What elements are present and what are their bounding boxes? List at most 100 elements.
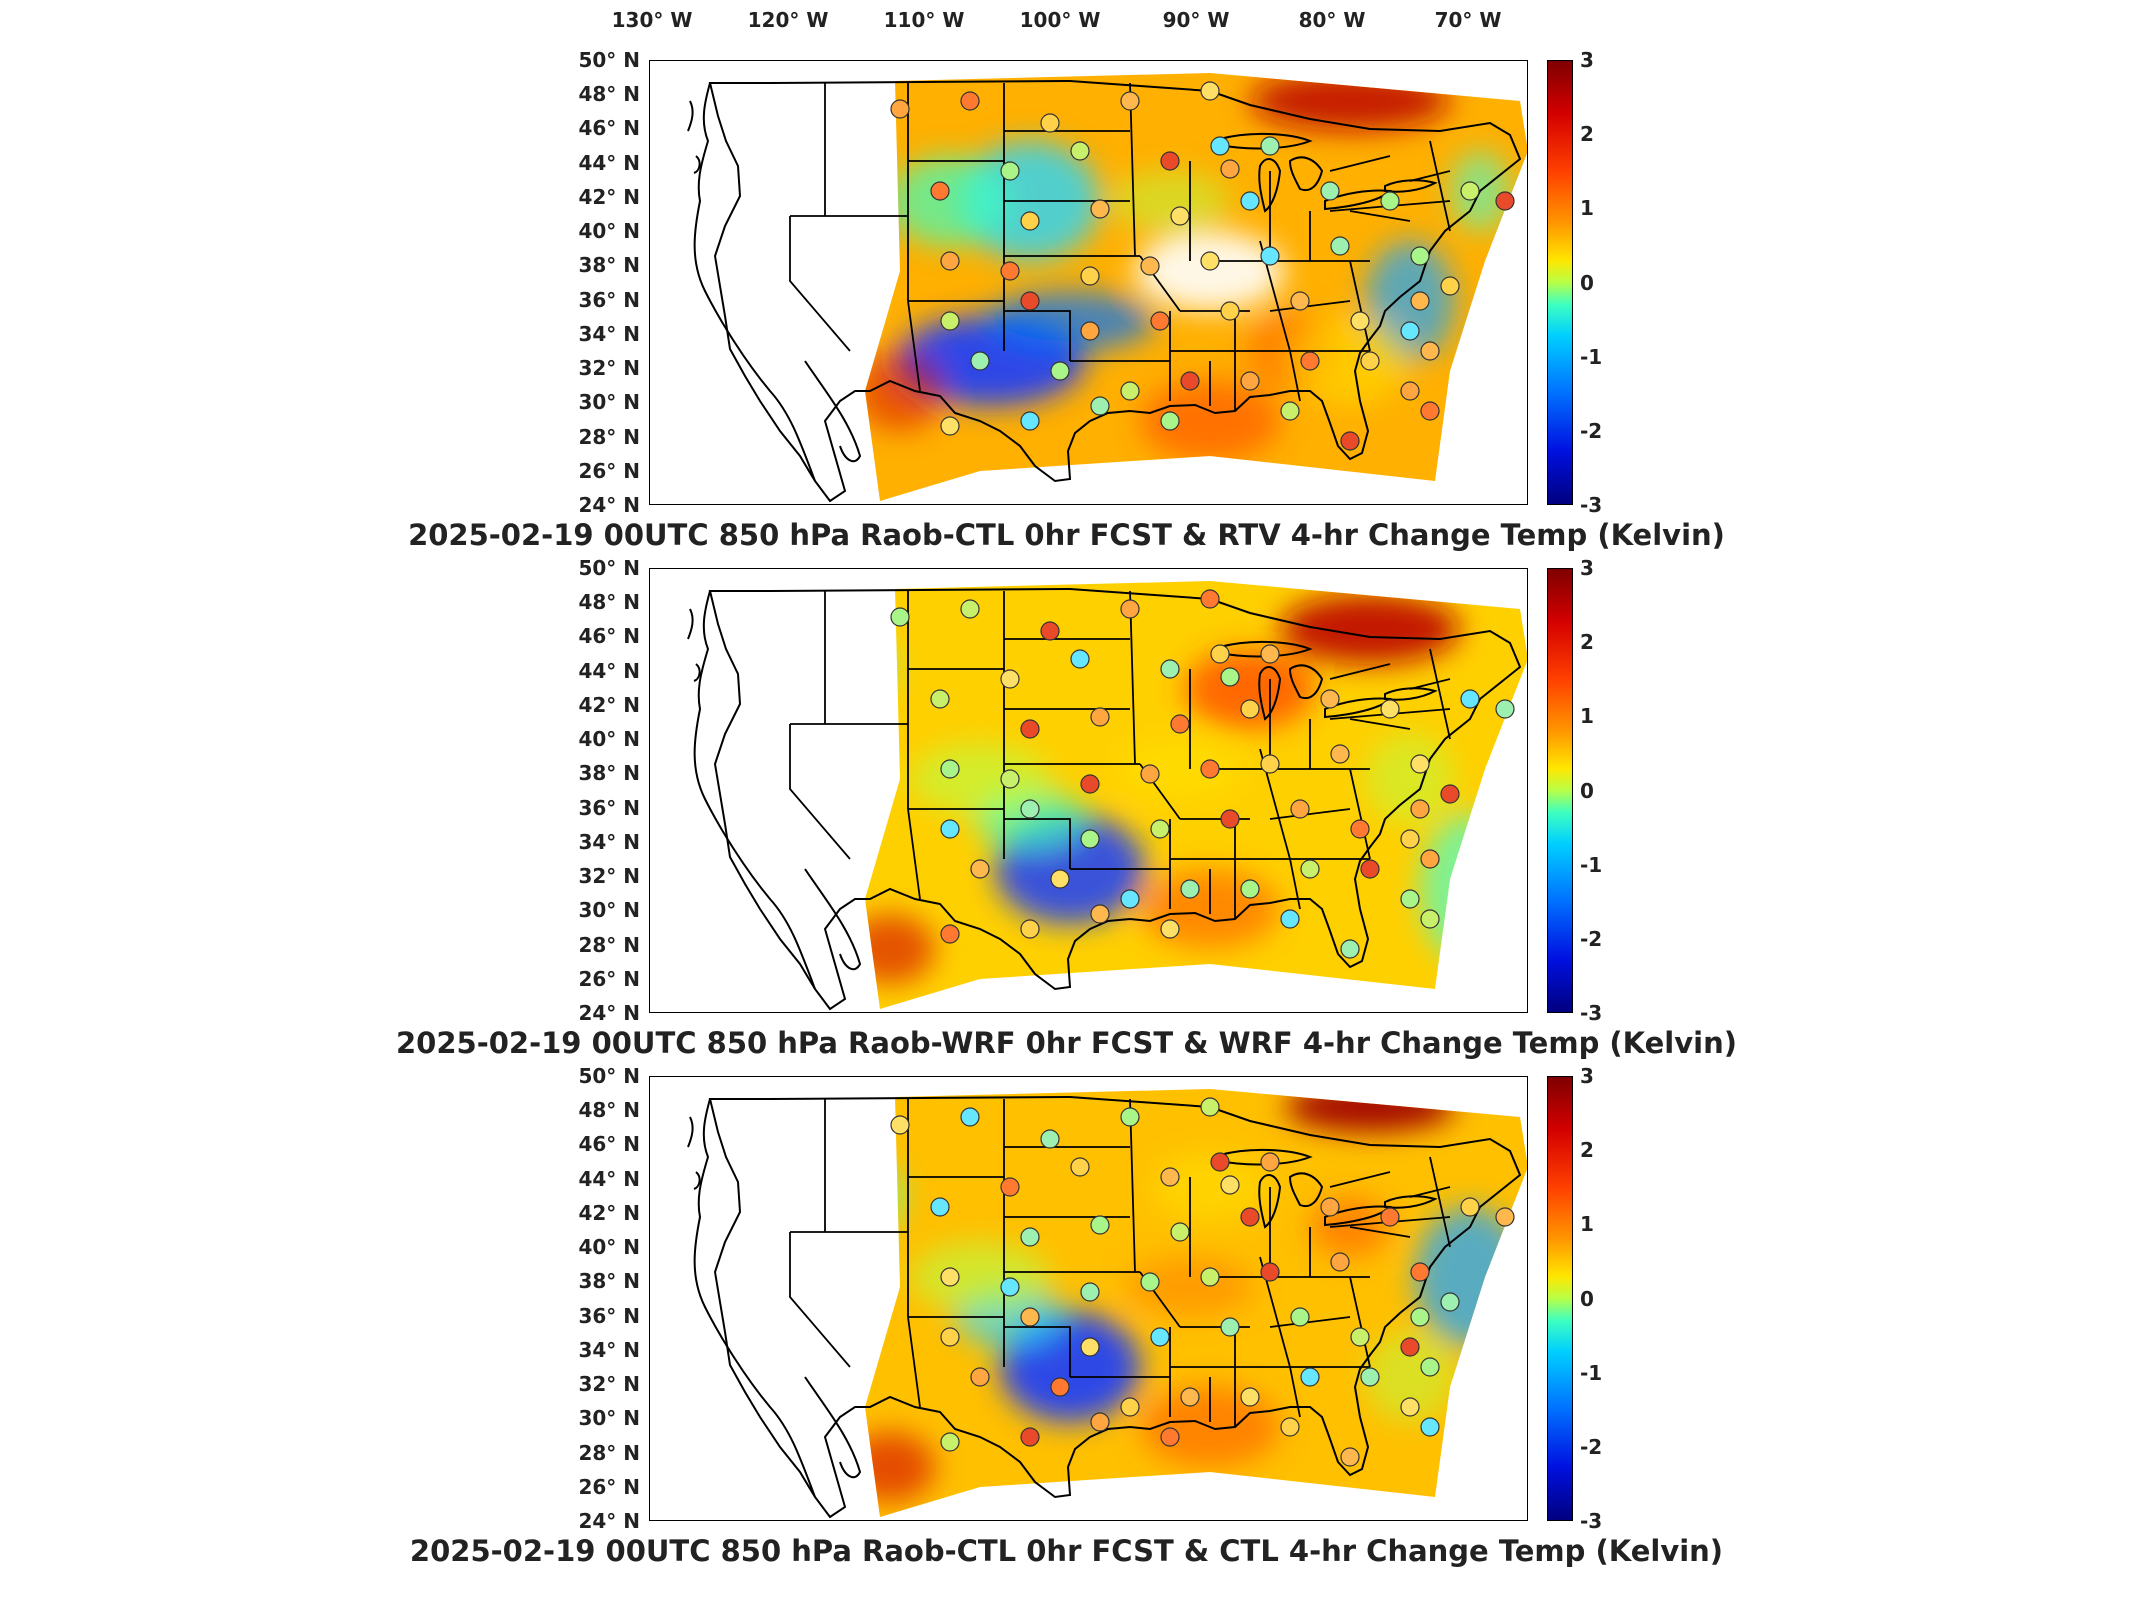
raob-station-marker xyxy=(1280,401,1300,421)
raob-station-marker xyxy=(1180,879,1200,899)
field-region xyxy=(910,1242,1050,1312)
colorbar-tick-label: 1 xyxy=(1580,196,1594,221)
state-border xyxy=(1129,590,1136,765)
latitude-label: 38° N xyxy=(578,761,640,786)
state-border xyxy=(907,808,921,900)
raob-station-marker xyxy=(1150,311,1170,331)
raob-station-marker xyxy=(1260,1152,1280,1172)
country-outline xyxy=(708,79,1522,503)
raob-station-marker xyxy=(1300,1367,1320,1387)
raob-station-marker xyxy=(1070,1157,1090,1177)
longitude-label: 70° W xyxy=(1434,8,1502,32)
latitude-label: 24° N xyxy=(578,1001,640,1025)
country-outline xyxy=(708,587,1522,1011)
raob-station-marker xyxy=(1180,1387,1200,1407)
latitude-label: 44° N xyxy=(578,150,640,175)
raob-station-marker xyxy=(1350,311,1370,331)
colorbar-tick-label: 0 xyxy=(1580,1286,1594,1311)
raob-station-marker xyxy=(1000,261,1020,281)
raob-station-marker xyxy=(940,1267,960,1287)
longitude-label: 90° W xyxy=(1162,8,1230,32)
raob-station-marker xyxy=(1160,919,1180,939)
map-canvas xyxy=(687,581,1527,1011)
raob-station-marker xyxy=(1280,1417,1300,1437)
coastline xyxy=(693,1098,816,1498)
raob-station-marker xyxy=(1220,667,1240,687)
raob-station-marker xyxy=(1200,1267,1220,1287)
raob-station-marker xyxy=(960,599,980,619)
raob-station-marker xyxy=(1460,1197,1480,1217)
raob-station-marker xyxy=(1240,371,1260,391)
field-region xyxy=(1420,814,1520,964)
colorbar-tick-label: 1 xyxy=(1580,704,1594,729)
raob-station-marker xyxy=(940,311,960,331)
raob-station-marker xyxy=(970,351,990,371)
state-border xyxy=(1349,210,1411,222)
state-border xyxy=(1269,1316,1351,1328)
raob-station-marker xyxy=(940,1432,960,1452)
raob-station-marker xyxy=(1000,769,1020,789)
latitude-label: 24° N xyxy=(578,493,640,517)
latitude-label: 28° N xyxy=(578,424,640,449)
colorbar xyxy=(1547,1076,1573,1521)
latitude-label: 40° N xyxy=(578,1235,640,1260)
raob-station-marker xyxy=(930,689,950,709)
state-border xyxy=(1429,648,1451,740)
latitude-label: 32° N xyxy=(578,356,640,381)
raob-station-marker xyxy=(1220,809,1240,829)
state-border xyxy=(1429,140,1451,232)
field-region xyxy=(1135,231,1285,311)
colorbar-tick-label: -1 xyxy=(1580,1360,1603,1385)
raob-station-marker xyxy=(1410,1262,1430,1282)
latitude-label: 42° N xyxy=(578,692,640,717)
raob-station-marker xyxy=(1495,191,1515,211)
raob-station-marker xyxy=(1340,431,1360,451)
raob-station-marker xyxy=(1020,291,1040,311)
great-lake-outline xyxy=(1384,179,1438,193)
raob-station-marker xyxy=(1260,1262,1280,1282)
latitude-label: 38° N xyxy=(578,253,640,278)
raob-station-marker xyxy=(1410,1307,1430,1327)
field-region xyxy=(865,1157,905,1237)
raob-station-marker xyxy=(1420,849,1440,869)
raob-station-marker xyxy=(1200,1097,1220,1117)
raob-station-marker xyxy=(1210,136,1230,156)
great-lake-outline xyxy=(1288,156,1324,191)
raob-station-marker xyxy=(1200,251,1220,271)
raob-station-marker xyxy=(1410,291,1430,311)
raob-station-marker xyxy=(1240,879,1260,899)
latitude-label: 46° N xyxy=(578,624,640,649)
field-region xyxy=(865,914,935,984)
raob-station-marker xyxy=(1300,351,1320,371)
raob-station-marker xyxy=(1160,1167,1180,1187)
field-region xyxy=(1250,73,1450,131)
raob-station-marker xyxy=(1020,719,1040,739)
state-border xyxy=(907,1316,921,1408)
raob-station-marker xyxy=(1410,799,1430,819)
raob-station-marker xyxy=(930,181,950,201)
map-canvas xyxy=(687,1089,1527,1519)
great-lake-outline xyxy=(1288,1172,1324,1207)
colorbar xyxy=(1547,60,1573,505)
latitude-label: 38° N xyxy=(578,1269,640,1294)
state-border xyxy=(1429,1156,1451,1248)
raob-station-marker xyxy=(1160,1427,1180,1447)
coastline xyxy=(804,360,862,463)
raob-station-marker xyxy=(1410,754,1430,774)
colorbar-tick-label: -3 xyxy=(1580,1509,1603,1533)
latitude-label: 28° N xyxy=(578,1440,640,1465)
raob-station-marker xyxy=(1160,151,1180,171)
raob-station-marker xyxy=(1380,699,1400,719)
raob-station-marker xyxy=(1350,819,1370,839)
great-lake-outline xyxy=(1384,687,1438,701)
raob-station-marker xyxy=(1340,1447,1360,1467)
raob-station-marker xyxy=(1260,754,1280,774)
raob-station-marker xyxy=(1420,401,1440,421)
field-region xyxy=(1365,1332,1455,1422)
state-border xyxy=(789,1232,851,1368)
state-border xyxy=(1409,678,1451,690)
raob-station-marker xyxy=(1020,1227,1040,1247)
raob-station-marker xyxy=(1090,1412,1110,1432)
raob-station-marker xyxy=(1360,1367,1380,1387)
raob-station-marker xyxy=(1210,644,1230,664)
